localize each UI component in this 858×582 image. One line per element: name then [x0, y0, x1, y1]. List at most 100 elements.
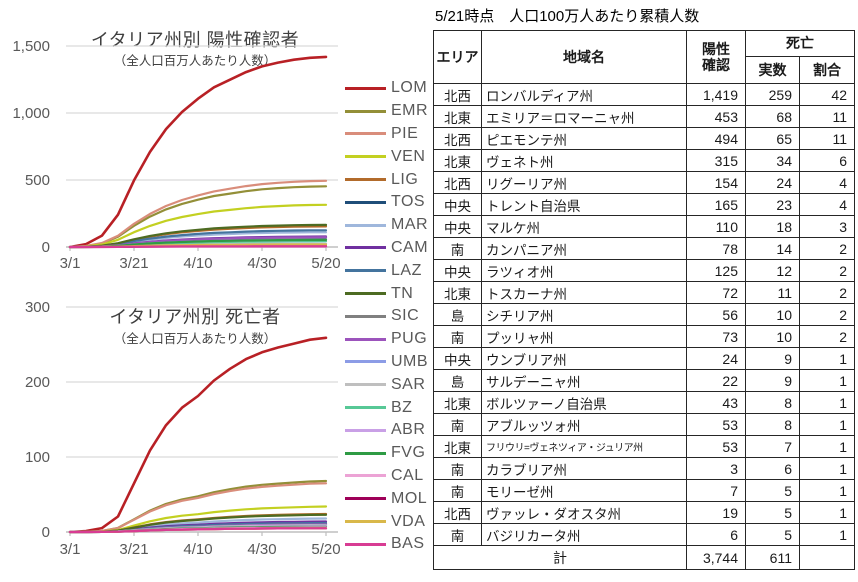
- region-data-table: エリア 地域名 陽性 確認 死亡 実数 割合 北西 ロンバルディア州 1,419 25…: [433, 30, 855, 570]
- positive-cell: 6: [686, 523, 746, 546]
- positive-cell: 125: [686, 259, 746, 282]
- area-cell: 北東: [433, 149, 482, 172]
- x-tick-label: 4/30: [247, 255, 276, 272]
- positive-cell: 453: [686, 105, 746, 128]
- legend-item-ABR: ABR: [345, 419, 428, 442]
- legend-line-swatch: [345, 86, 386, 90]
- legend-line-swatch: [345, 200, 386, 204]
- table-row: 南アブルッツォ州 53 8 1: [433, 413, 855, 436]
- area-cell: 北西: [433, 501, 482, 524]
- ratio-cell: 4: [799, 171, 855, 194]
- legend-label: SAR: [391, 375, 426, 393]
- ratio-cell: 1: [799, 391, 855, 414]
- table-row: 南プッリャ州 73 10 2: [433, 325, 855, 348]
- positive-cell: 165: [686, 193, 746, 216]
- deaths-cell: 68: [745, 105, 800, 128]
- region-name-cell: ヴァッレ・ダオスタ州: [481, 501, 687, 524]
- ratio-cell: 1: [799, 457, 855, 480]
- header-death-actual: 実数: [745, 56, 800, 84]
- x-tick-label: 4/10: [183, 541, 212, 558]
- deaths-cell: 11: [745, 281, 800, 304]
- positive-cell: 53: [686, 435, 746, 458]
- table-row: 中央 ラツィオ州 125 12 2: [433, 259, 855, 282]
- region-name-cell: カンパニア州: [481, 237, 687, 260]
- legend-label: PIE: [391, 124, 419, 142]
- ratio-cell: 3: [799, 215, 855, 238]
- table-row: 中央 ウンブリア州 24 9 1: [433, 347, 855, 370]
- y-tick-label: 500: [25, 172, 50, 189]
- legend-item-MAR: MAR: [345, 214, 428, 237]
- x-tick-label: 5/20: [311, 255, 340, 272]
- legend-item-EMR: EMR: [345, 100, 428, 123]
- y-tick-label: 1,000: [12, 105, 50, 122]
- positive-cell: 72: [686, 281, 746, 304]
- region-name-cell: エミリア＝ロマーニャ州: [481, 105, 687, 128]
- area-cell: 南: [433, 457, 482, 480]
- legend-line-swatch: [345, 383, 386, 387]
- x-tick-label: 4/10: [183, 255, 212, 272]
- table-row: 北東 トスカーナ州 72 11 2: [433, 281, 855, 304]
- legend-line-swatch: [345, 542, 386, 546]
- region-name-cell: ロンバルディア州: [481, 83, 687, 106]
- deaths-cell: 14: [745, 237, 800, 260]
- area-cell: 島: [433, 303, 482, 326]
- region-name-cell: シチリア州: [481, 303, 687, 326]
- table-footer: 計 3,744 611: [433, 545, 855, 570]
- region-name-cell: ボルツァーノ自治県: [481, 391, 687, 414]
- legend-label: MAR: [391, 216, 429, 234]
- ratio-cell: 1: [799, 501, 855, 524]
- region-name-cell: マルケ州: [481, 215, 687, 238]
- deaths-cell: 259: [745, 83, 800, 106]
- positives-chart-subtitle: （全人口百万人あたり人数）: [113, 54, 277, 68]
- deaths-chart-subtitle: （全人口百万人あたり人数）: [113, 332, 277, 346]
- area-cell: 北西: [433, 171, 482, 194]
- legend-item-LAZ: LAZ: [345, 259, 428, 282]
- positive-cell: 24: [686, 347, 746, 370]
- legend-line-swatch: [345, 223, 386, 227]
- legend-item-MOL: MOL: [345, 487, 428, 510]
- table-header-row-2: 実数 割合: [434, 56, 855, 84]
- positive-cell: 53: [686, 413, 746, 436]
- legend-label: CAM: [391, 238, 429, 256]
- legend-label: BZ: [391, 398, 413, 416]
- positive-cell: 7: [686, 479, 746, 502]
- legend-line-swatch: [345, 406, 386, 410]
- table-row: 北東 エミリア＝ロマーニャ州 453 68 11: [433, 105, 855, 128]
- legend-line-swatch: [345, 109, 386, 113]
- ratio-cell: 1: [799, 479, 855, 502]
- positive-cell: 73: [686, 325, 746, 348]
- table-row: 島サルデーニャ州 22 9 1: [433, 369, 855, 392]
- legend-item-PUG: PUG: [345, 328, 428, 351]
- ratio-cell: 2: [799, 303, 855, 326]
- y-tick-label: 300: [25, 299, 50, 316]
- deaths-cell: 10: [745, 303, 800, 326]
- area-cell: 南: [433, 413, 482, 436]
- legend-item-CAL: CAL: [345, 465, 428, 488]
- region-name-cell: ピエモンテ州: [481, 127, 687, 150]
- legend-item-TOS: TOS: [345, 191, 428, 214]
- deaths-cell: 8: [745, 391, 800, 414]
- legend-label: TN: [391, 284, 414, 302]
- legend-item-CAM: CAM: [345, 237, 428, 260]
- positive-cell: 110: [686, 215, 746, 238]
- header-region-name: 地域名: [481, 30, 687, 84]
- header-area: エリア: [433, 30, 482, 84]
- legend-label: LOM: [391, 79, 428, 97]
- area-cell: 中央: [433, 215, 482, 238]
- legend-item-SIC: SIC: [345, 305, 428, 328]
- table-row: 南バジリカータ州 6 5 1: [433, 523, 855, 546]
- table-row: 北西 ピエモンテ州 494 65 11: [433, 127, 855, 150]
- legend-line-swatch: [345, 269, 386, 273]
- legend-item-TN: TN: [345, 282, 428, 305]
- legend-item-SAR: SAR: [345, 373, 428, 396]
- legend-line-swatch: [345, 292, 386, 296]
- series-line-TN: [68, 223, 328, 249]
- x-tick-label: 4/30: [247, 541, 276, 558]
- y-tick-label: 0: [42, 524, 50, 541]
- area-cell: 中央: [433, 259, 482, 282]
- deaths-cell: 34: [745, 149, 800, 172]
- deaths-cell: 12: [745, 259, 800, 282]
- area-cell: 北東: [433, 391, 482, 414]
- deaths-cell: 24: [745, 171, 800, 194]
- deaths-cell: 10: [745, 325, 800, 348]
